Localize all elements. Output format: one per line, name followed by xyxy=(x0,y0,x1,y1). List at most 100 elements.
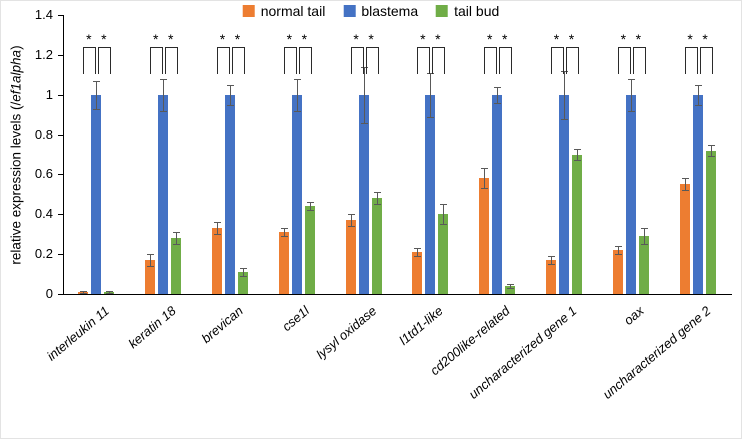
x-category-label: uncharacterized gene 1 xyxy=(465,303,580,402)
legend-label-tail-bud: tail bud xyxy=(454,3,500,19)
error-bar-cap xyxy=(360,122,368,124)
error-bar-line xyxy=(230,84,231,105)
significance-bracket xyxy=(298,46,312,74)
error-bar-cap xyxy=(280,228,288,230)
error-bar-cap xyxy=(627,78,635,80)
y-tick-mark xyxy=(58,294,63,295)
significance-asterisk: * xyxy=(635,30,642,47)
legend-label-normal-tail: normal tail xyxy=(260,3,326,19)
error-bar-cap xyxy=(347,226,355,228)
error-bar-cap xyxy=(147,266,155,268)
significance-asterisk: * xyxy=(420,30,426,47)
bar-blastema xyxy=(625,94,636,294)
x-category-label: lysyl oxidase xyxy=(313,303,380,362)
significance-bracket xyxy=(499,46,513,74)
bar-normal-tail xyxy=(479,178,490,294)
legend-item-tail-bud: tail bud xyxy=(436,3,499,19)
error-bar-cap xyxy=(240,276,247,278)
error-bar-cap xyxy=(427,72,435,74)
error-bar-line xyxy=(497,86,499,103)
y-tick-label: 0 xyxy=(45,286,53,301)
bar-normal-tail xyxy=(412,252,423,294)
bar-tail-bud xyxy=(505,286,516,294)
error-bar-line xyxy=(217,222,218,235)
error-bar-cap xyxy=(481,168,489,170)
error-bar-line xyxy=(296,78,298,111)
error-bar-cap xyxy=(373,192,381,194)
error-bar-cap xyxy=(574,160,581,162)
error-bar-line xyxy=(643,228,645,245)
significance-asterisk: * xyxy=(219,30,226,47)
bar-tail-bud xyxy=(171,238,182,294)
error-bar-cap xyxy=(507,284,515,286)
bar-tail-bud xyxy=(104,292,115,294)
error-bar-cap xyxy=(548,256,555,258)
error-bar-cap xyxy=(306,202,314,204)
bar-tail-bud xyxy=(371,198,382,294)
error-bar-cap xyxy=(227,104,234,106)
error-bar-cap xyxy=(494,102,502,104)
error-bar-line xyxy=(309,202,311,211)
error-bar-cap xyxy=(414,256,422,258)
error-bar-cap xyxy=(640,244,648,246)
y-tick-mark xyxy=(58,94,63,96)
error-bar-cap xyxy=(440,224,448,226)
significance-bracket xyxy=(365,46,379,74)
bar-normal-tail xyxy=(679,184,690,294)
legend-label-blastema: blastema xyxy=(361,3,419,19)
error-bar-cap xyxy=(627,110,635,112)
legend-swatch-blastema xyxy=(343,5,356,17)
bar-blastema xyxy=(291,94,302,294)
error-bar-line xyxy=(430,72,432,117)
significance-asterisk: * xyxy=(152,30,159,47)
error-bar-cap xyxy=(93,108,101,110)
error-bar-line xyxy=(150,254,152,267)
x-category-label: interleukin 11 xyxy=(43,303,113,364)
significance-asterisk: * xyxy=(301,30,308,47)
error-bar-cap xyxy=(160,110,168,112)
error-bar-cap xyxy=(214,222,221,224)
bar-tail-bud xyxy=(638,236,649,294)
x-category-label: uncharacterized gene 2 xyxy=(599,303,714,402)
significance-bracket xyxy=(83,46,97,74)
error-bar-cap xyxy=(280,236,288,238)
significance-asterisk: * xyxy=(286,30,293,47)
error-bar-line xyxy=(684,178,686,191)
error-bar-line xyxy=(376,192,378,205)
bar-tail-bud xyxy=(572,154,582,294)
significance-asterisk: * xyxy=(435,30,441,47)
error-bar-cap xyxy=(240,268,247,270)
error-bar-cap xyxy=(507,288,515,290)
error-bar-line xyxy=(176,232,178,245)
error-bar-line xyxy=(551,256,552,265)
error-bar-cap xyxy=(293,110,301,112)
bar-blastema xyxy=(492,94,503,294)
error-bar-line xyxy=(363,66,365,123)
error-bar-cap xyxy=(160,78,168,80)
x-category-label: oax xyxy=(620,303,647,328)
significance-asterisk: * xyxy=(620,30,627,47)
y-tick-label: 0.8 xyxy=(34,126,53,142)
error-bar-cap xyxy=(707,156,715,158)
error-bar-cap xyxy=(494,86,502,88)
error-bar-cap xyxy=(681,190,689,192)
significance-asterisk: * xyxy=(368,30,374,47)
error-bar-cap xyxy=(640,228,648,230)
bar-tail-bud xyxy=(705,150,716,294)
error-bar-cap xyxy=(306,210,314,212)
error-bar-cap xyxy=(106,293,114,294)
x-category-label: l1td1-like xyxy=(396,303,447,348)
bar-blastema xyxy=(91,94,102,294)
significance-bracket xyxy=(551,46,564,74)
error-bar-cap xyxy=(561,70,568,72)
bar-tail-bud xyxy=(438,214,449,294)
legend-item-normal-tail: normal tail xyxy=(242,3,326,19)
error-bar-cap xyxy=(93,80,101,82)
error-bar-line xyxy=(630,78,632,111)
legend-swatch-normal-tail xyxy=(242,5,255,17)
legend-swatch-tail-bud xyxy=(436,5,449,17)
error-bar-cap xyxy=(694,84,702,86)
bar-normal-tail xyxy=(612,250,623,294)
y-axis-line xyxy=(63,15,64,294)
error-bar-line xyxy=(710,144,712,157)
